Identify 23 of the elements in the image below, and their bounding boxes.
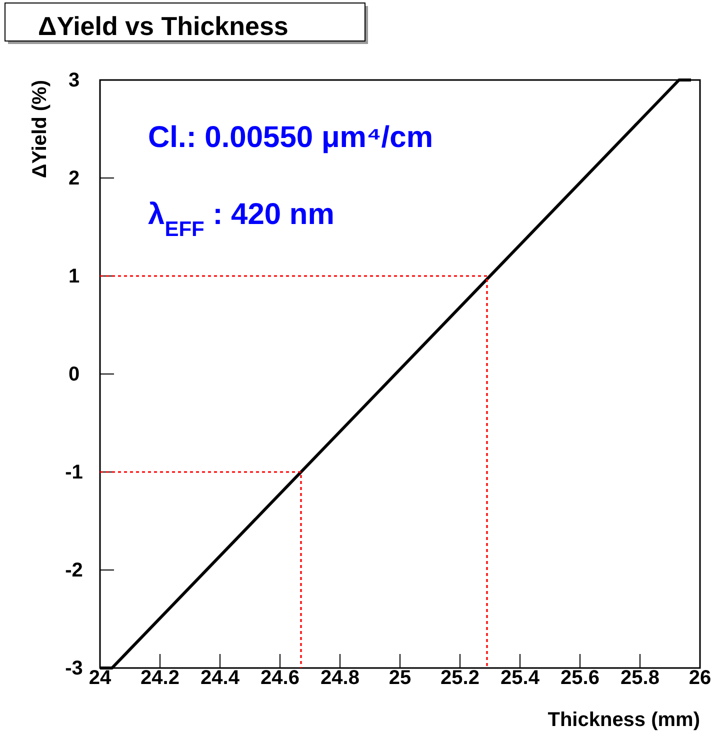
x-tick-label: 24.6 [260, 667, 300, 689]
y-tick-label: 0 [68, 363, 80, 386]
x-tick-label: 25.4 [500, 667, 540, 689]
x-tick-label: 24.4 [200, 667, 240, 689]
x-tick-label: 25.2 [440, 667, 480, 689]
y-tick-label: -2 [65, 559, 83, 582]
annotation: λ$_{EFF}$ : 420 nm [148, 198, 334, 240]
x-tick-label: 24 [88, 667, 112, 689]
y-tick-label: 2 [68, 167, 80, 190]
x-tick-label: 25.8 [620, 667, 660, 689]
x-tick-label: 25 [388, 667, 412, 689]
y-tick-label: -3 [65, 657, 83, 680]
x-tick-label: 26 [688, 667, 712, 689]
annotation: Cl.: 0.00550 μm⁴/cm [148, 121, 433, 154]
chart-title: ΔYield vs Thickness [38, 11, 288, 41]
y-tick-label: 3 [68, 69, 80, 92]
x-tick-label: 24.2 [140, 667, 180, 689]
x-tick-label: 25.6 [560, 667, 600, 689]
x-tick-label: 24.8 [320, 667, 360, 689]
x-axis-title: Thickness (mm) [548, 709, 700, 731]
y-axis-title: ΔYield (%) [29, 80, 51, 178]
y-tick-label: 1 [68, 265, 80, 288]
y-tick-label: -1 [65, 461, 83, 484]
